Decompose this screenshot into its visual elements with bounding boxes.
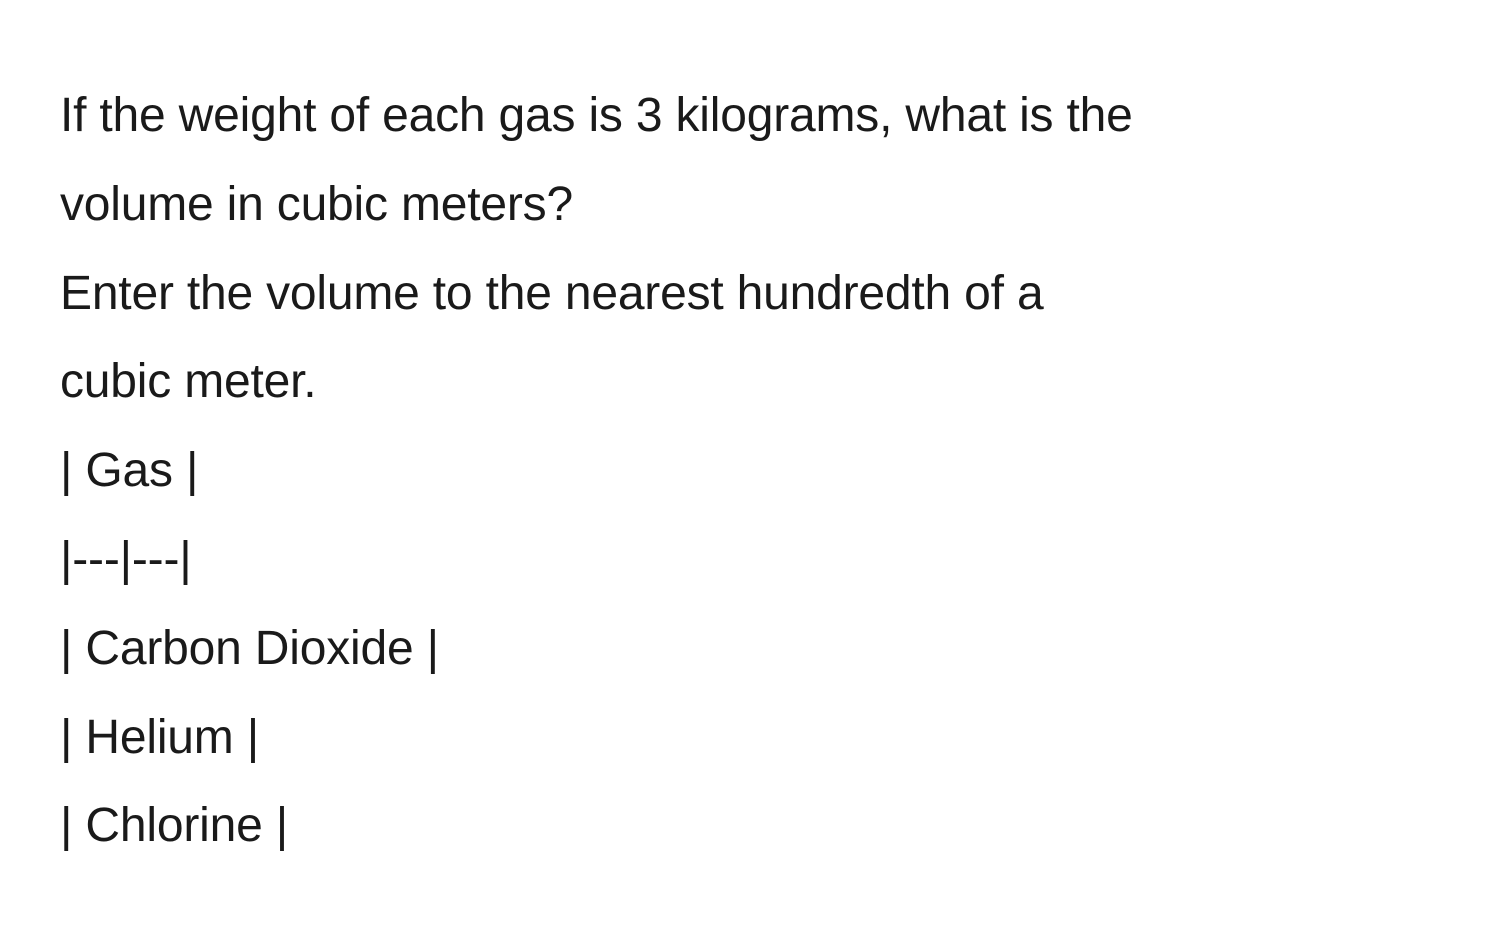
table-row-carbon-dioxide: | Carbon Dioxide | xyxy=(60,605,1440,694)
table-header-row: | Gas | xyxy=(60,427,1440,516)
text-line-4: cubic meter. xyxy=(60,338,1440,427)
text-line-1: If the weight of each gas is 3 kilograms… xyxy=(60,72,1440,161)
table-row-chlorine: | Chlorine | xyxy=(60,782,1440,871)
document-page: If the weight of each gas is 3 kilograms… xyxy=(0,0,1500,871)
text-line-3: Enter the volume to the nearest hundredt… xyxy=(60,250,1440,339)
table-separator-row: |---|---| xyxy=(60,516,1440,605)
text-line-2: volume in cubic meters? xyxy=(60,161,1440,250)
table-row-helium: | Helium | xyxy=(60,694,1440,783)
